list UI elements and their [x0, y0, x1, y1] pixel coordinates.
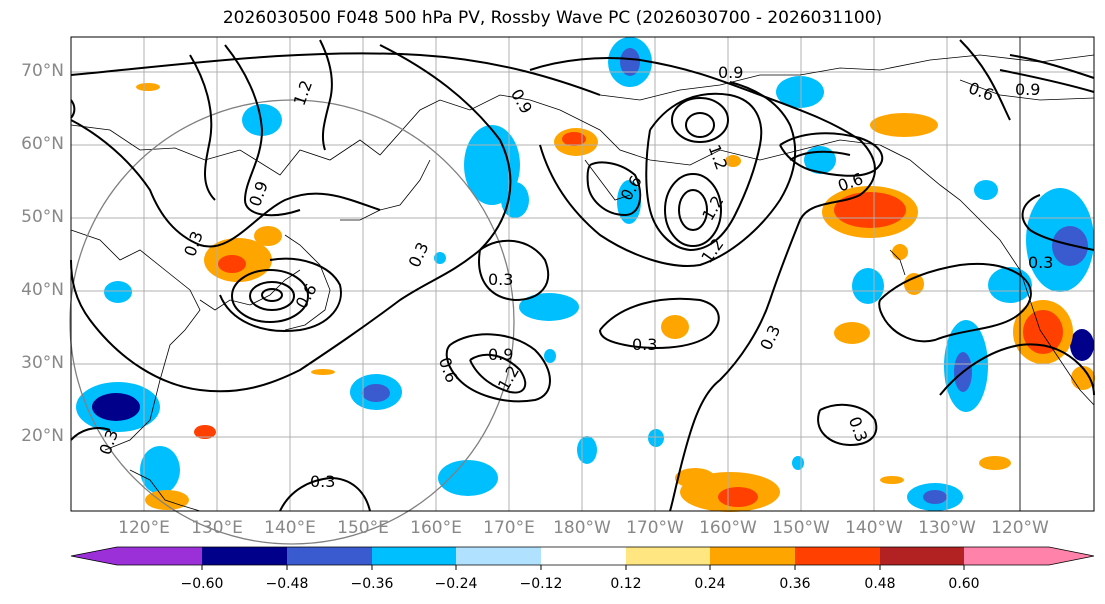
contour-label: 0.3	[632, 335, 657, 354]
contour-label: 0.3	[488, 270, 513, 289]
colorbar-swatch	[202, 547, 287, 565]
colorbar-tick-label: 0.60	[948, 576, 980, 592]
lat-label: 70°N	[21, 61, 64, 81]
lon-label: 160°W	[699, 518, 757, 538]
lon-label: 130°W	[918, 518, 976, 538]
colorbar	[70, 546, 1095, 570]
lon-label: 150°W	[772, 518, 830, 538]
colorbar-swatch	[372, 547, 456, 565]
colorbar-swatch	[117, 547, 202, 565]
lon-label: 160°E	[410, 518, 462, 538]
colorbar-swatch	[71, 547, 117, 565]
colorbar-swatch	[1049, 547, 1094, 565]
contour-label: 0.9	[1015, 80, 1040, 99]
colorbar-swatch	[287, 547, 372, 565]
contour-label: 0.9	[488, 345, 513, 364]
colorbar-swatch	[456, 547, 541, 565]
contour-label: 0.9	[718, 63, 743, 82]
shaded-anomalies	[76, 37, 1095, 512]
great-circle-ring	[69, 99, 515, 545]
lon-label: 180°W	[553, 518, 611, 538]
lon-label: 150°E	[337, 518, 389, 538]
pv-contours	[70, 39, 1095, 512]
colorbar-swatch	[626, 547, 710, 565]
contour-label: 0.3	[310, 472, 335, 491]
colorbar-tick-label: −0.24	[434, 576, 478, 592]
lat-label: 20°N	[21, 426, 64, 446]
lon-label: 170°W	[626, 518, 684, 538]
lon-label: 170°E	[483, 518, 535, 538]
colorbar-tick-label: 0.12	[610, 576, 642, 592]
lon-label: 140°E	[264, 518, 316, 538]
colorbar-swatch	[541, 547, 626, 565]
lat-label: 40°N	[21, 280, 64, 300]
lon-label: 120°E	[118, 518, 170, 538]
colorbar-swatch	[710, 547, 795, 565]
colorbar-swatch	[964, 547, 1049, 565]
colorbar-tick-label: 0.48	[864, 576, 896, 592]
colorbar-swatch	[880, 547, 964, 565]
lat-label: 30°N	[21, 353, 64, 373]
colorbar-tick-label: −0.48	[265, 576, 309, 592]
lon-label: 130°E	[191, 518, 243, 538]
colorbar-tick-label: 0.36	[779, 576, 811, 592]
colorbar-tick-label: −0.12	[519, 576, 563, 592]
lon-label: 140°W	[845, 518, 903, 538]
lon-label: 120°W	[991, 518, 1049, 538]
lat-label: 50°N	[21, 207, 64, 227]
contour-label: 0.3	[1028, 253, 1053, 272]
colorbar-swatch	[795, 547, 880, 565]
colorbar-tick-label: −0.60	[180, 576, 224, 592]
colorbar-tick-label: −0.36	[350, 576, 394, 592]
map-frame	[70, 36, 1095, 512]
colorbar-tick-label: 0.24	[694, 576, 726, 592]
map-title: 2026030500 F048 500 hPa PV, Rossby Wave …	[222, 8, 883, 28]
lat-label: 60°N	[21, 134, 64, 154]
